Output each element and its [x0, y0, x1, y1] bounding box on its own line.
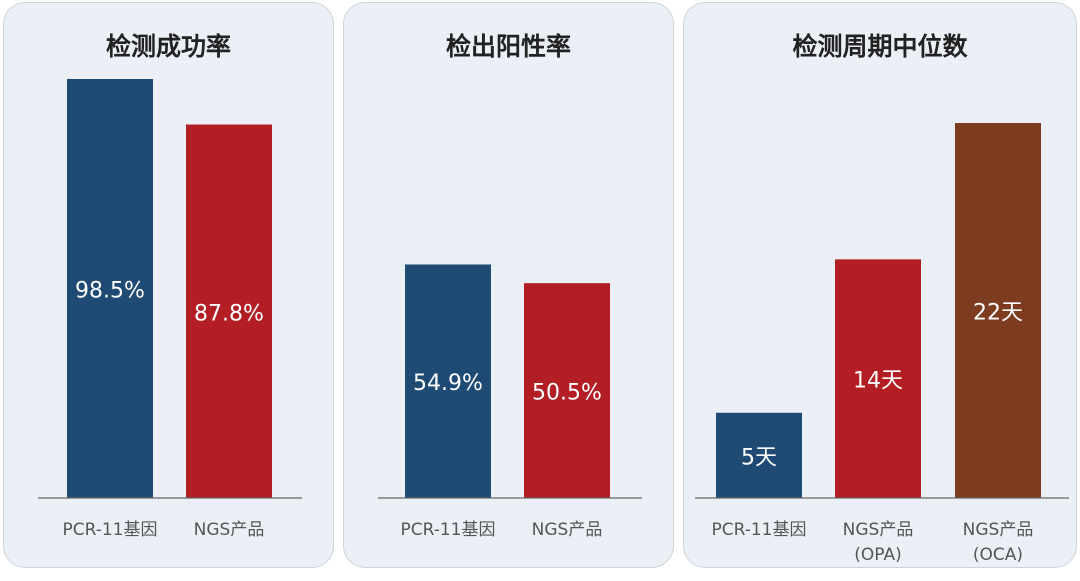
category-label: NGS产品: [532, 520, 603, 540]
bar: [835, 259, 921, 498]
data-label: 50.5%: [532, 381, 602, 406]
category-label: (OPA): [854, 545, 901, 565]
panel-turnaround-median: 检测周期中位数 5天 PCR-11基因 14天 NGS产品 (OPA) 22天 NGS产品 (…: [683, 2, 1077, 568]
category-label: NGS产品: [963, 520, 1034, 540]
category-label: NGS产品: [843, 520, 914, 540]
chart-success-rate: 98.5% PCR-11基因 87.8% NGS产品: [38, 79, 302, 540]
chart-title: 检测成功率: [105, 32, 231, 61]
panel-success-rate: 检测成功率 98.5% PCR-11基因 87.8% NGS产品: [3, 2, 334, 568]
bar: [716, 412, 802, 498]
chart-turnaround-median: 5天 PCR-11基因 14天 NGS产品 (OPA) 22天 NGS产品 (OCA): [695, 123, 1069, 565]
data-label: 14天: [853, 369, 903, 394]
chart-positive-rate: 54.9% PCR-11基因 50.5% NGS产品: [378, 264, 642, 540]
bar: [67, 79, 153, 498]
category-label: NGS产品: [194, 520, 265, 540]
chart-title: 检测周期中位数: [792, 32, 968, 61]
category-label: PCR-11基因: [62, 520, 157, 540]
data-label: 87.8%: [194, 301, 264, 326]
category-label: PCR-11基因: [711, 520, 806, 540]
data-label: 5天: [741, 445, 777, 470]
data-label: 22天: [973, 301, 1023, 326]
data-label: 98.5%: [75, 279, 145, 304]
bar: [405, 264, 491, 498]
category-label: PCR-11基因: [400, 520, 495, 540]
bar: [955, 123, 1041, 498]
category-label: (OCA): [973, 545, 1023, 565]
bar: [524, 283, 610, 498]
bar: [186, 124, 272, 498]
data-label: 54.9%: [413, 371, 483, 396]
panel-positive-rate: 检出阳性率 54.9% PCR-11基因 50.5% NGS产品: [343, 2, 674, 568]
chart-title: 检出阳性率: [445, 32, 571, 61]
